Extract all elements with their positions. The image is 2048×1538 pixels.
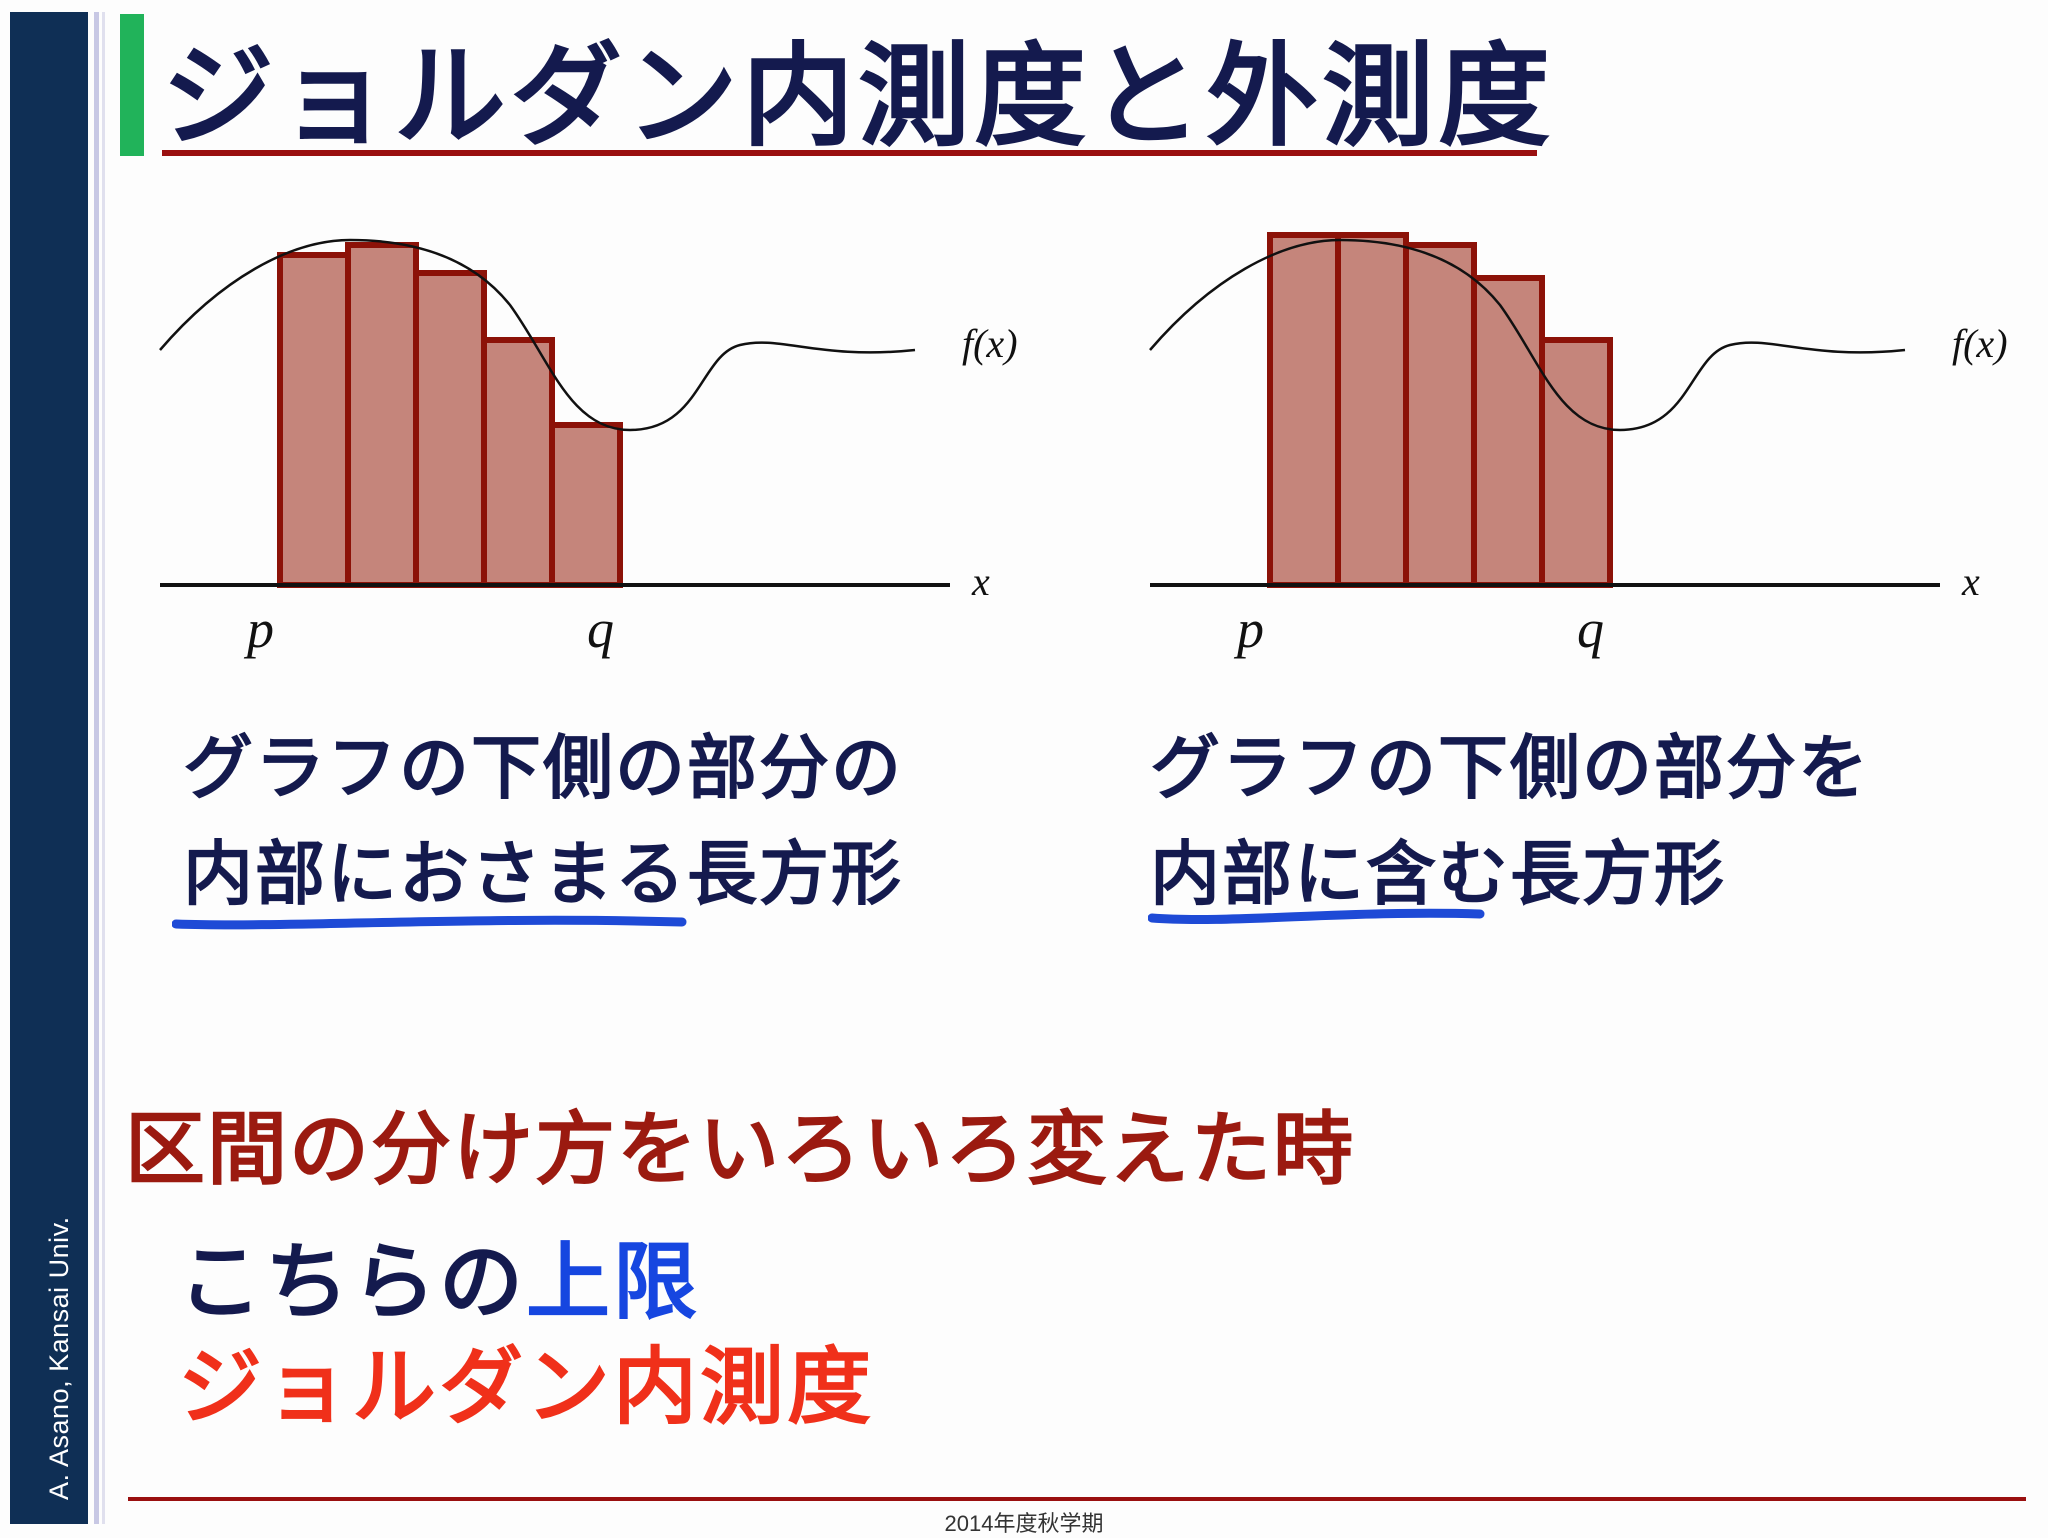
axis-label: x xyxy=(1962,559,1980,604)
inner-measure-graph: f(x) x p q xyxy=(140,180,1060,680)
slide-title: ジョルダン内測度と外測度 xyxy=(162,32,1554,162)
sidebar-band xyxy=(10,12,88,1524)
outer-rect-1 xyxy=(1267,232,1341,588)
outer-measure-figure xyxy=(1149,232,1940,588)
p-label: p xyxy=(1237,599,1264,659)
outer-caption-line1: グラフの下側の部分を xyxy=(1150,727,1870,809)
outer-caption: グラフの下側の部分を 内部に含む長方形 xyxy=(1150,715,1870,927)
function-curve xyxy=(159,238,916,432)
title-accent-bar xyxy=(120,14,144,156)
supremum-keyword: 上限 xyxy=(526,1233,701,1331)
sidebar-rule-thin xyxy=(102,12,105,1524)
inner-measure-figure xyxy=(159,238,950,588)
inner-rect-3 xyxy=(413,270,487,588)
outer-caption-underline xyxy=(1148,908,1485,924)
title-underline xyxy=(162,150,1537,156)
axis-label: x xyxy=(972,559,990,604)
outer-rect-3 xyxy=(1403,242,1477,588)
inner-rect-5 xyxy=(549,422,623,588)
supremum-line: こちらの上限 xyxy=(178,1215,700,1336)
inner-rect-1 xyxy=(277,252,351,588)
curve-label: f(x) xyxy=(962,321,1018,366)
author-credit: A. Asano, Kansai Univ. xyxy=(44,1216,74,1500)
outer-measure-graph: f(x) x p q xyxy=(1130,180,2048,680)
footer-semester: 2014年度秋学期 xyxy=(944,1511,1104,1536)
rectangles xyxy=(277,242,623,588)
outer-rect-5 xyxy=(1539,337,1613,588)
curve-label: f(x) xyxy=(1952,321,2008,366)
q-label: q xyxy=(1577,599,1604,659)
q-label: q xyxy=(587,599,614,659)
outer-caption-line2: 内部に含む長方形 xyxy=(1150,833,1726,915)
inner-rect-4 xyxy=(481,337,555,588)
inner-rect-2 xyxy=(345,242,419,588)
outer-rect-4 xyxy=(1471,275,1545,588)
sidebar-rule xyxy=(94,12,99,1524)
inner-caption: グラフの下側の部分の 内部におさまる長方形 xyxy=(183,715,903,927)
partition-note: 区間の分け方をいろいろ変えた時 xyxy=(125,1103,1355,1196)
supremum-prefix: こちらの xyxy=(178,1233,527,1331)
outer-rect-2 xyxy=(1335,232,1409,588)
inner-caption-line2: 内部におさまる長方形 xyxy=(183,833,903,915)
function-curve xyxy=(1149,238,1906,432)
p-label: p xyxy=(247,599,274,659)
inner-caption-underline xyxy=(172,915,687,930)
rectangles xyxy=(1267,232,1613,588)
inner-caption-line1: グラフの下側の部分の xyxy=(183,727,903,809)
inner-measure-term: ジョルダン内測度 xyxy=(178,1338,875,1436)
footer-rule xyxy=(128,1497,2026,1501)
